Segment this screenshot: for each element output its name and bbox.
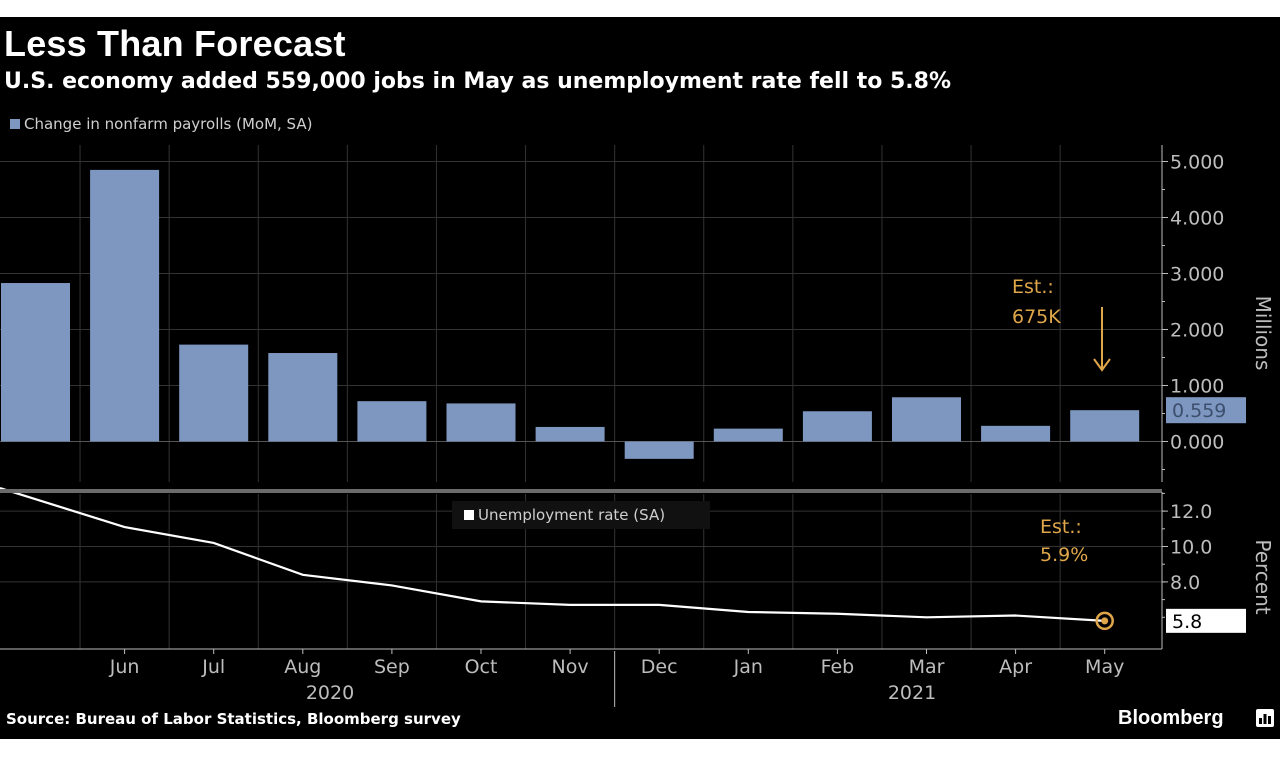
bar-may xyxy=(1070,410,1140,442)
x-tick-label: Jul xyxy=(201,656,225,678)
legend-swatch-bars xyxy=(10,119,20,129)
y-tick-label: 4.000 xyxy=(1170,208,1224,230)
y-axis-title-line: Percent xyxy=(1251,539,1275,614)
latest-line-value-label: 5.8 xyxy=(1172,611,1202,633)
bar-may xyxy=(1,283,70,442)
y-tick-label: 1.000 xyxy=(1170,376,1224,398)
legend-label-line: Unemployment rate (SA) xyxy=(478,506,665,524)
bloomberg-logo: Bloomberg xyxy=(1118,707,1224,729)
chart-labels: 5.000 4.000 3.000 2.000 1.000 0.000 12.0 10.0 8.… xyxy=(10,115,1275,704)
x-tick-label: Oct xyxy=(465,656,498,678)
year-label-2021: 2021 xyxy=(888,682,936,704)
bar-oct xyxy=(446,403,516,442)
x-tick-label: Aug xyxy=(284,656,321,678)
grid-lines xyxy=(0,145,1162,649)
x-tick-label: Nov xyxy=(552,656,589,678)
x-tick-label: Feb xyxy=(821,656,855,678)
year-label-2020: 2020 xyxy=(306,682,354,704)
y-tick-label: 3.000 xyxy=(1170,264,1224,286)
source-note: Source: Bureau of Labor Statistics, Bloo… xyxy=(6,710,461,728)
estimate-label-line: Est.: xyxy=(1040,516,1082,538)
bar-aug xyxy=(268,353,338,442)
bar-jan xyxy=(713,428,783,442)
chart-title: Less Than Forecast xyxy=(4,23,346,64)
bar-nov xyxy=(535,426,605,442)
y-axis-title-bars: Millions xyxy=(1251,296,1275,371)
bar-dec xyxy=(624,441,694,459)
bar-jun xyxy=(90,169,160,442)
axes xyxy=(0,145,1168,707)
estimate-value-bars: 675K xyxy=(1012,306,1061,328)
line-series xyxy=(0,487,1114,631)
latest-point-marker xyxy=(1095,611,1114,631)
estimate-label-bars: Est.: xyxy=(1012,276,1054,298)
latest-line-value-box xyxy=(1166,608,1246,633)
legend-label-bars: Change in nonfarm payrolls (MoM, SA) xyxy=(24,115,312,133)
y-tick-label: 5.000 xyxy=(1170,152,1224,174)
y-tick-label: 8.0 xyxy=(1170,572,1200,594)
y-tick-label: 2.000 xyxy=(1170,320,1224,342)
latest-point-dot xyxy=(1101,617,1109,625)
y-tick-label: 0.000 xyxy=(1170,432,1224,454)
chart-subtitle: U.S. economy added 559,000 jobs in May a… xyxy=(4,69,951,94)
y-tick-label: 12.0 xyxy=(1170,501,1212,523)
legend-box-line xyxy=(452,501,710,529)
y-tick-label: 10.0 xyxy=(1170,537,1212,559)
chart-canvas: 5.000 4.000 3.000 2.000 1.000 0.000 12.0 10.0 8.… xyxy=(0,115,1275,707)
bar-apr xyxy=(981,425,1051,442)
bloomberg-terminal-icon xyxy=(1256,709,1274,727)
x-tick-label: Jun xyxy=(109,656,140,678)
estimate-value-line: 5.9% xyxy=(1040,544,1088,566)
chart-panel: Less Than Forecast U.S. economy added 55… xyxy=(0,17,1280,739)
x-tick-label: Mar xyxy=(909,656,945,678)
estimate-arrow-head xyxy=(1093,358,1111,372)
bar-mar xyxy=(892,397,961,442)
legend-swatch-line xyxy=(464,510,474,520)
x-tick-label: Sep xyxy=(374,656,410,678)
unemployment-line xyxy=(0,487,1105,622)
bar-feb xyxy=(802,411,872,442)
bar-series xyxy=(1,169,1140,459)
bar-sep xyxy=(357,401,427,442)
latest-bar-value-label: 0.559 xyxy=(1172,400,1226,422)
latest-bar-value-box xyxy=(1166,397,1246,424)
bar-jul xyxy=(179,344,249,442)
x-tick-label: Dec xyxy=(641,656,678,678)
x-tick-label: Apr xyxy=(999,656,1032,678)
x-tick-label: May xyxy=(1085,656,1124,678)
x-tick-label: Jan xyxy=(733,656,763,678)
